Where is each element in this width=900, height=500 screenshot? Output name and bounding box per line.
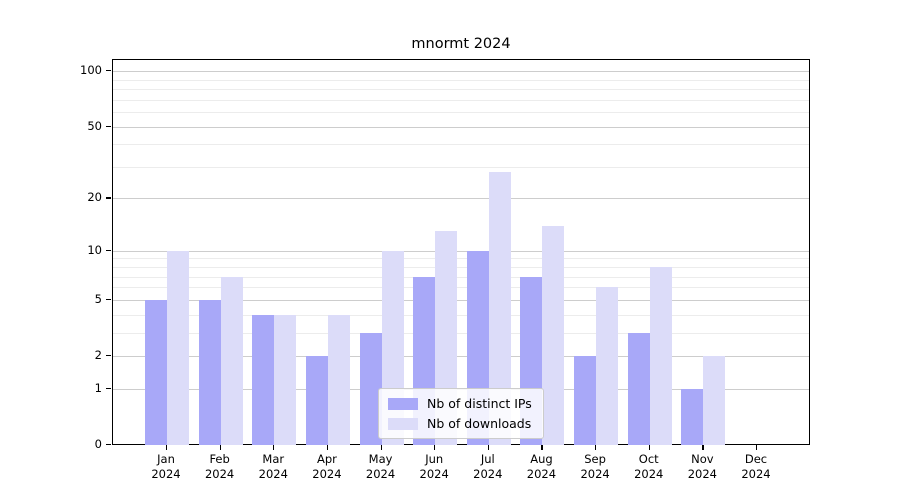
x-axis-tick-label: Nov 2024 (687, 452, 717, 481)
major-gridline (113, 126, 809, 128)
x-axis-tick-label: Jun 2024 (419, 452, 449, 481)
minor-gridline (113, 287, 809, 289)
bar-distinct-ips (198, 299, 221, 445)
bar-distinct-ips (627, 332, 650, 445)
bar-downloads (167, 250, 189, 445)
x-axis-tick-mark (541, 445, 543, 450)
y-axis-tick-mark (106, 355, 111, 357)
bar-distinct-ips (574, 356, 597, 445)
legend: Nb of distinct IPs Nb of downloads (378, 388, 544, 439)
x-axis-tick-label: May 2024 (365, 452, 396, 481)
minor-gridline (113, 276, 809, 278)
bar-distinct-ips (305, 356, 328, 445)
y-axis-tick-mark (106, 249, 111, 251)
x-axis-tick-mark (702, 445, 704, 450)
x-axis-tick-label: Apr 2024 (312, 452, 342, 481)
y-axis-tick-mark (106, 444, 111, 446)
legend-label-distinct-ips: Nb of distinct IPs (427, 396, 532, 411)
major-gridline (113, 250, 809, 252)
chart-title: mnormt 2024 (411, 36, 511, 52)
x-axis-tick-mark (166, 445, 168, 450)
x-axis-tick-label: Jan 2024 (151, 452, 181, 481)
minor-gridline (113, 332, 809, 334)
y-axis-tick-label: 2 (94, 348, 102, 362)
y-axis-tick-label: 20 (87, 190, 102, 205)
y-axis-tick-mark (106, 197, 111, 199)
x-axis-tick-mark (755, 445, 758, 450)
legend-label-downloads: Nb of downloads (427, 416, 532, 431)
bar-downloads (649, 267, 672, 445)
minor-gridline (113, 89, 809, 91)
minor-gridline (113, 166, 809, 168)
minor-gridline (113, 267, 809, 269)
y-axis-tick-mark (106, 70, 111, 72)
bar-downloads (220, 276, 243, 445)
y-axis-tick-mark (106, 387, 111, 390)
x-axis-tick-mark (219, 445, 221, 450)
y-axis-tick-label: 1 (94, 380, 102, 395)
y-axis-tick-label: 50 (87, 118, 102, 133)
x-axis-tick-label: Oct 2024 (634, 452, 664, 481)
minor-gridline (113, 79, 809, 81)
minor-gridline (113, 99, 809, 101)
minor-gridline (113, 258, 809, 260)
bar-distinct-ips (359, 332, 382, 445)
minor-gridline (113, 314, 809, 316)
bar-downloads (703, 356, 726, 445)
x-axis-tick-mark (487, 445, 489, 450)
x-axis-tick-label: Mar 2024 (258, 452, 288, 481)
bar-downloads (488, 172, 511, 445)
x-axis-tick-label: Aug 2024 (526, 452, 557, 481)
legend-item-distinct-ips: Nb of distinct IPs (388, 396, 532, 411)
major-gridline (113, 356, 809, 357)
y-axis-tick-label: 5 (94, 291, 102, 306)
x-axis-tick-mark (648, 445, 650, 450)
minor-gridline (113, 112, 809, 114)
x-axis-tick-label: Dec 2024 (741, 452, 771, 481)
major-gridline (113, 198, 809, 200)
y-axis-tick-label: 0 (94, 437, 102, 451)
x-axis-tick-label: Feb 2024 (204, 452, 235, 481)
legend-swatch-downloads (388, 417, 418, 430)
minor-gridline (113, 144, 809, 146)
x-axis-tick-mark (434, 445, 436, 450)
x-axis-tick-mark (595, 445, 597, 450)
x-axis-tick-mark (273, 445, 275, 450)
bar-downloads (542, 225, 565, 445)
bar-downloads (274, 314, 297, 445)
y-axis-tick-label: 100 (80, 63, 102, 78)
major-gridline (113, 71, 809, 73)
bar-downloads (327, 314, 350, 445)
x-axis-tick-label: Jul 2024 (473, 452, 503, 481)
bar-distinct-ips (252, 314, 275, 445)
bar-distinct-ips (145, 299, 167, 445)
x-axis-tick-label: Sep 2024 (580, 452, 610, 481)
legend-swatch-distinct-ips (388, 397, 418, 410)
y-axis-tick-mark (106, 298, 111, 301)
x-axis-tick-mark (326, 445, 329, 450)
legend-item-downloads: Nb of downloads (388, 416, 532, 431)
x-axis-tick-mark (380, 445, 382, 450)
y-axis-tick-label: 10 (87, 242, 102, 257)
plot-area: Nb of distinct IPs Nb of downloads (112, 59, 810, 445)
bar-downloads (596, 287, 619, 445)
major-gridline (113, 299, 809, 301)
bar-distinct-ips (681, 388, 704, 445)
y-axis-tick-mark (106, 125, 111, 127)
